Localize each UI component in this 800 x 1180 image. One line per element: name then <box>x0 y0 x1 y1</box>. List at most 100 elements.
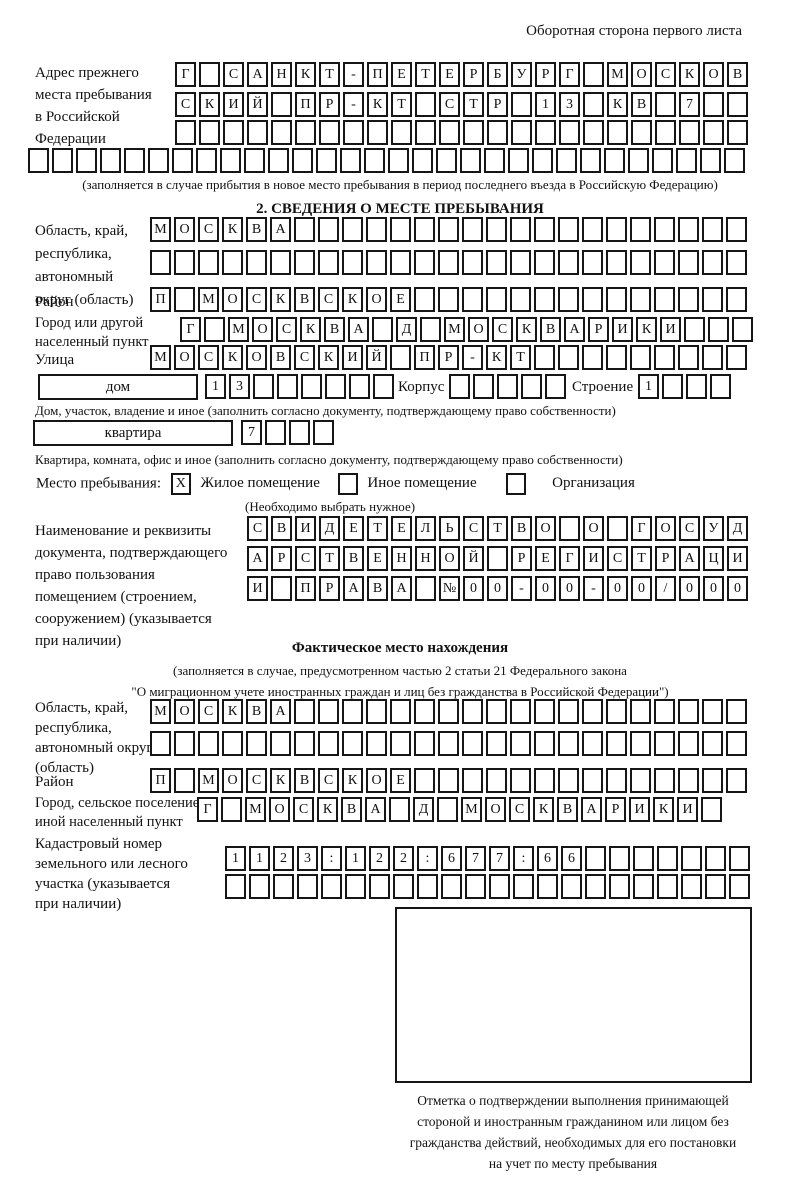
char-cell[interactable]: К <box>270 768 291 793</box>
char-cell[interactable]: К <box>342 287 363 312</box>
char-cell[interactable]: 1 <box>638 374 659 399</box>
char-cell[interactable] <box>484 148 505 173</box>
char-cell[interactable] <box>513 874 534 899</box>
char-cell[interactable]: О <box>246 345 267 370</box>
char-cell[interactable] <box>438 731 459 756</box>
char-cell[interactable]: Р <box>605 797 626 822</box>
char-cell[interactable]: Т <box>319 62 340 87</box>
char-cell[interactable] <box>486 250 507 275</box>
char-cell[interactable] <box>582 768 603 793</box>
char-cell[interactable]: Т <box>463 92 484 117</box>
char-cell[interactable] <box>534 731 555 756</box>
char-cell[interactable]: Ь <box>439 516 460 541</box>
char-cell[interactable] <box>225 874 246 899</box>
char-cell[interactable]: С <box>293 797 314 822</box>
char-cell[interactable]: О <box>703 62 724 87</box>
char-cell[interactable]: Т <box>367 516 388 541</box>
char-cell[interactable]: - <box>343 92 364 117</box>
char-cell[interactable]: Т <box>391 92 412 117</box>
char-cell[interactable]: - <box>462 345 483 370</box>
char-cell[interactable]: О <box>655 516 676 541</box>
char-cell[interactable]: Д <box>727 516 748 541</box>
char-cell[interactable] <box>726 345 747 370</box>
char-cell[interactable] <box>679 120 700 145</box>
char-cell[interactable] <box>316 148 337 173</box>
char-cell[interactable] <box>497 374 518 399</box>
char-cell[interactable] <box>609 846 630 871</box>
char-cell[interactable]: В <box>511 516 532 541</box>
char-cell[interactable]: М <box>228 317 249 342</box>
char-cell[interactable] <box>702 699 723 724</box>
char-cell[interactable] <box>247 120 268 145</box>
char-cell[interactable] <box>510 287 531 312</box>
char-cell[interactable] <box>366 217 387 242</box>
char-cell[interactable]: 7 <box>679 92 700 117</box>
char-cell[interactable] <box>294 731 315 756</box>
char-cell[interactable] <box>342 217 363 242</box>
char-cell[interactable] <box>412 148 433 173</box>
char-cell[interactable] <box>630 731 651 756</box>
char-cell[interactable]: К <box>516 317 537 342</box>
char-cell[interactable] <box>349 374 370 399</box>
char-cell[interactable]: 0 <box>703 576 724 601</box>
char-cell[interactable] <box>532 148 553 173</box>
char-cell[interactable] <box>678 699 699 724</box>
char-cell[interactable] <box>318 731 339 756</box>
char-cell[interactable] <box>703 92 724 117</box>
char-cell[interactable] <box>438 768 459 793</box>
char-cell[interactable] <box>321 874 342 899</box>
char-cell[interactable] <box>726 768 747 793</box>
char-cell[interactable] <box>583 120 604 145</box>
char-cell[interactable] <box>100 148 121 173</box>
char-cell[interactable] <box>559 120 580 145</box>
char-cell[interactable] <box>727 120 748 145</box>
char-cell[interactable] <box>319 120 340 145</box>
char-cell[interactable] <box>630 768 651 793</box>
char-cell[interactable] <box>415 120 436 145</box>
char-cell[interactable]: И <box>677 797 698 822</box>
char-cell[interactable]: А <box>581 797 602 822</box>
char-cell[interactable]: 1 <box>225 846 246 871</box>
char-cell[interactable]: Т <box>631 546 652 571</box>
char-cell[interactable] <box>366 250 387 275</box>
char-cell[interactable]: Р <box>271 546 292 571</box>
char-cell[interactable]: О <box>583 516 604 541</box>
char-cell[interactable]: К <box>199 92 220 117</box>
char-cell[interactable]: С <box>655 62 676 87</box>
char-cell[interactable]: Т <box>319 546 340 571</box>
char-cell[interactable] <box>270 731 291 756</box>
char-cell[interactable] <box>606 699 627 724</box>
char-cell[interactable] <box>582 699 603 724</box>
char-cell[interactable] <box>438 287 459 312</box>
char-cell[interactable] <box>366 731 387 756</box>
char-cell[interactable] <box>345 874 366 899</box>
char-cell[interactable] <box>414 768 435 793</box>
char-cell[interactable] <box>681 846 702 871</box>
char-cell[interactable] <box>342 250 363 275</box>
char-cell[interactable]: Г <box>197 797 218 822</box>
char-cell[interactable] <box>390 250 411 275</box>
char-cell[interactable]: К <box>653 797 674 822</box>
char-cell[interactable]: К <box>317 797 338 822</box>
char-cell[interactable] <box>318 250 339 275</box>
char-cell[interactable]: О <box>535 516 556 541</box>
char-cell[interactable]: И <box>223 92 244 117</box>
char-cell[interactable] <box>148 148 169 173</box>
char-cell[interactable] <box>313 420 334 445</box>
char-cell[interactable]: 7 <box>489 846 510 871</box>
char-cell[interactable] <box>657 874 678 899</box>
char-cell[interactable]: 2 <box>393 846 414 871</box>
char-cell[interactable] <box>630 699 651 724</box>
char-cell[interactable]: И <box>295 516 316 541</box>
char-cell[interactable]: 1 <box>205 374 226 399</box>
char-cell[interactable] <box>463 120 484 145</box>
char-cell[interactable] <box>270 250 291 275</box>
char-cell[interactable]: Р <box>463 62 484 87</box>
char-cell[interactable]: С <box>294 345 315 370</box>
char-cell[interactable]: С <box>492 317 513 342</box>
char-cell[interactable]: Р <box>487 92 508 117</box>
char-cell[interactable]: М <box>245 797 266 822</box>
char-cell[interactable]: С <box>318 768 339 793</box>
char-cell[interactable] <box>465 874 486 899</box>
char-cell[interactable] <box>545 374 566 399</box>
